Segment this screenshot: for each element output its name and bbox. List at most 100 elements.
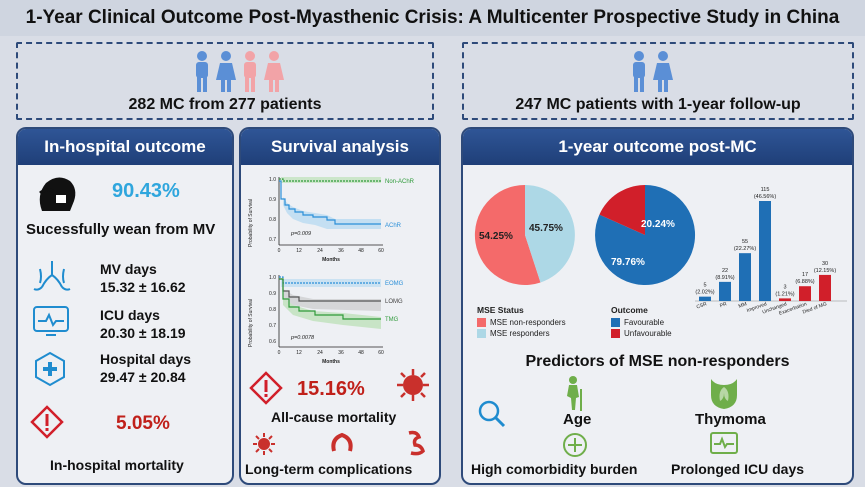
oneyear-panel: 1-year outcome post-MC 54.25% 45.75% MSE… <box>461 127 854 485</box>
km2-series-lomg: LOMG <box>385 299 403 305</box>
virus-small-icon <box>253 433 275 455</box>
km1-ytick: 0.9 <box>269 197 276 203</box>
km1-ytick: 0.7 <box>269 237 276 243</box>
km1-xtick: 0 <box>278 248 281 254</box>
virus-icon <box>397 369 429 401</box>
km2-xtick: 12 <box>296 350 302 356</box>
predictor-age: Age <box>563 411 592 428</box>
survival-panel: Survival analysis Probability of Surviva… <box>239 127 441 485</box>
hospital-icon <box>35 351 65 387</box>
legend-swatch <box>611 318 620 327</box>
lungs-icon <box>33 261 71 291</box>
wean-label: Sucessfully wean from MV <box>26 221 216 238</box>
legend-swatch <box>477 329 486 338</box>
intestine-icon <box>408 430 426 456</box>
warning-icon <box>30 405 64 439</box>
km2-ytick: 1.0 <box>269 275 276 281</box>
outcome-pie: 79.76% 20.24% <box>595 184 696 285</box>
km1-xtick: 60 <box>378 248 384 254</box>
mv-days-label: MV days <box>100 261 157 277</box>
km1-ylabel: Probability of Survival <box>248 199 254 247</box>
mgfa-pis-bar-chart: 5(2.02%) CSR 22(8.91%) PR 55(22.27%) MM 115(46… <box>695 187 847 317</box>
predictors-title: Predictors of MSE non-responders <box>525 353 790 370</box>
warning-icon <box>249 371 283 405</box>
legend-swatch <box>477 318 486 327</box>
magnifier-icon <box>478 400 506 428</box>
km1-series-achr: AChR <box>385 223 402 229</box>
bar-count-label: 115 <box>761 187 770 193</box>
survival-header: Survival analysis <box>241 129 439 165</box>
km-plot-subgroup: Probability of Survival 1.0 0.9 0.8 0.7 … <box>248 275 404 365</box>
cohort-box-right: 247 MC patients with 1-year follow-up <box>462 42 854 120</box>
bar-0 <box>699 296 711 301</box>
pie1-label-b: 45.75% <box>529 223 563 234</box>
km1-pvalue: p=0.009 <box>290 231 311 237</box>
pie-slice-unfavourable <box>599 185 645 235</box>
outcome-legend: Outcome Favourable Unfavourable <box>611 305 672 338</box>
km1-xlabel: Months <box>322 257 340 263</box>
ventilator-head-icon <box>39 177 76 211</box>
pie2-label-b: 20.24% <box>641 219 675 230</box>
km2-xlabel: Months <box>322 359 340 365</box>
bar-count-label: 22 <box>722 268 728 274</box>
km1-xtick: 24 <box>317 248 323 254</box>
bar-category-label: CSR <box>696 301 708 310</box>
cohort-left-text: 282 MC from 277 patients <box>128 96 322 113</box>
bar-category-label: PR <box>719 301 728 309</box>
km2-series-tmg: TMG <box>385 317 399 323</box>
predictor-comorbidity: High comorbidity burden <box>471 461 638 477</box>
allcause-mortality-percentage: 15.16% <box>297 378 365 400</box>
outcome-legend-unfavourable: Unfavourable <box>624 329 672 338</box>
hospital-days-label: Hospital days <box>100 351 192 367</box>
title-bar: 1-Year Clinical Outcome Post-Myasthenic … <box>0 0 865 36</box>
mse-legend: MSE Status MSE non-responders MSE respon… <box>477 305 566 338</box>
inhospital-header: In-hospital outcome <box>18 129 232 165</box>
km2-xtick: 0 <box>278 350 281 356</box>
pie2-label-a: 79.76% <box>611 257 645 268</box>
pill-icon <box>563 433 587 457</box>
bar-percent-label: (46.56%) <box>754 194 776 200</box>
km1-series-nonachr: Non-AChR <box>385 179 415 185</box>
people-icon <box>196 51 284 92</box>
hospital-days-value: 29.47 ± 20.84 <box>100 369 186 385</box>
bar-count-label: 30 <box>822 261 828 267</box>
monitor-icon <box>710 432 738 454</box>
km1-ytick: 0.8 <box>269 217 276 223</box>
km2-pvalue: p=0.0078 <box>290 335 315 341</box>
km2-xtick: 48 <box>358 350 364 356</box>
icu-days-value: 20.30 ± 18.19 <box>100 325 186 341</box>
predictor-icu: Prolonged ICU days <box>671 461 805 477</box>
km2-ytick: 0.9 <box>269 291 276 297</box>
bar-1 <box>719 281 731 301</box>
monitor-icon <box>33 306 69 336</box>
km1-xtick: 36 <box>338 248 344 254</box>
pie-slice-nonresponders <box>474 184 541 285</box>
bar-4 <box>779 298 791 301</box>
bar-percent-label: (6.88%) <box>795 279 814 285</box>
mse-status-pie: 54.25% 45.75% <box>474 184 575 285</box>
km2-ylabel: Probability of Survival <box>248 299 254 347</box>
bar-percent-label: (8.91%) <box>715 275 734 281</box>
km2-ytick: 0.7 <box>269 323 276 329</box>
pie1-label-a: 54.25% <box>479 231 513 242</box>
mse-legend-title: MSE Status <box>477 305 524 315</box>
pie-slice-favourable <box>595 184 696 285</box>
longterm-complications-label: Long-term complications <box>245 461 413 477</box>
cohort-box-left: 282 MC from 277 patients <box>16 42 434 120</box>
km-plot-antibody: Probability of Survival 1.0 0.9 0.8 0.7 … <box>248 177 415 263</box>
predictor-thymoma: Thymoma <box>695 411 766 428</box>
bar-category-label: MM <box>738 301 748 309</box>
bar-percent-label: (12.15%) <box>814 268 836 274</box>
inhospital-mortality-percentage: 5.05% <box>116 413 170 434</box>
bar-2 <box>739 253 751 301</box>
bar-percent-label: (1.21%) <box>775 291 794 297</box>
bar-6 <box>819 274 831 301</box>
km2-xtick: 60 <box>378 350 384 356</box>
allcause-mortality-label: All-cause mortality <box>271 409 397 425</box>
bar-5 <box>799 286 811 301</box>
inhospital-panel: In-hospital outcome 90.43% Sucessfully w… <box>16 127 234 485</box>
cohort-right-text: 247 MC patients with 1-year follow-up <box>515 96 801 113</box>
pie-slice-responders <box>525 185 575 283</box>
bar-count-label: 55 <box>742 239 748 245</box>
mse-legend-responders: MSE responders <box>490 329 550 338</box>
